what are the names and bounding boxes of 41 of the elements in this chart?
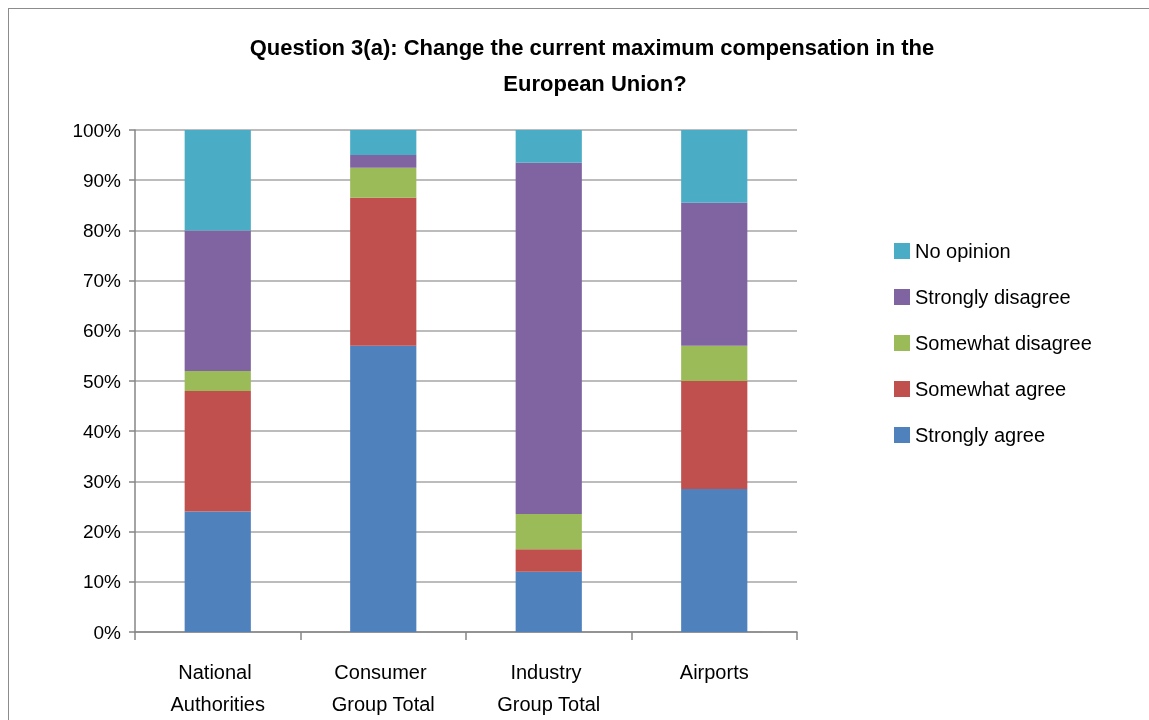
bar bbox=[350, 155, 417, 168]
bar bbox=[350, 345, 417, 632]
y-tick-label: 30% bbox=[82, 470, 122, 492]
bar bbox=[681, 488, 748, 632]
bar bbox=[515, 162, 582, 515]
x-tick-label: National Authorities bbox=[170, 661, 265, 715]
bar bbox=[184, 391, 251, 512]
x-tick-label: Industry Group Total bbox=[497, 661, 601, 715]
bar bbox=[184, 511, 251, 632]
bar bbox=[350, 197, 417, 346]
bar bbox=[681, 381, 748, 489]
bar bbox=[681, 202, 748, 346]
y-tick-label: 50% bbox=[82, 370, 122, 392]
bar bbox=[515, 549, 582, 572]
bar bbox=[350, 167, 417, 198]
y-tick-label: 90% bbox=[82, 169, 122, 191]
legend-label: Somewhat agree bbox=[915, 378, 1067, 400]
bar bbox=[184, 130, 251, 231]
y-tick-label: 70% bbox=[82, 270, 122, 292]
y-tick-label: 10% bbox=[82, 571, 122, 593]
bar bbox=[184, 230, 251, 371]
bar bbox=[681, 345, 748, 381]
legend-label: No opinion bbox=[915, 240, 1011, 262]
legend-label: Strongly agree bbox=[915, 424, 1046, 446]
chart-title: Question 3(a): Change the current maximum compensation in the European Union? bbox=[249, 34, 941, 96]
legend-label: Strongly disagree bbox=[915, 286, 1071, 308]
y-tick-label: 0% bbox=[93, 621, 122, 643]
bar bbox=[350, 130, 417, 156]
bar bbox=[681, 130, 748, 203]
y-tick-label: 20% bbox=[82, 521, 122, 543]
bar bbox=[515, 514, 582, 550]
x-tick-label: Consumer Group Total bbox=[331, 661, 435, 715]
y-tick-label: 80% bbox=[82, 219, 122, 241]
x-tick-label: Airports bbox=[679, 661, 749, 683]
bar bbox=[515, 130, 582, 163]
legend-label: Somewhat disagree bbox=[915, 332, 1092, 354]
y-tick-label: 100% bbox=[72, 119, 122, 141]
y-tick-label: 60% bbox=[82, 320, 122, 342]
bar bbox=[184, 370, 251, 392]
bar bbox=[515, 571, 582, 632]
y-tick-label: 40% bbox=[82, 420, 122, 442]
